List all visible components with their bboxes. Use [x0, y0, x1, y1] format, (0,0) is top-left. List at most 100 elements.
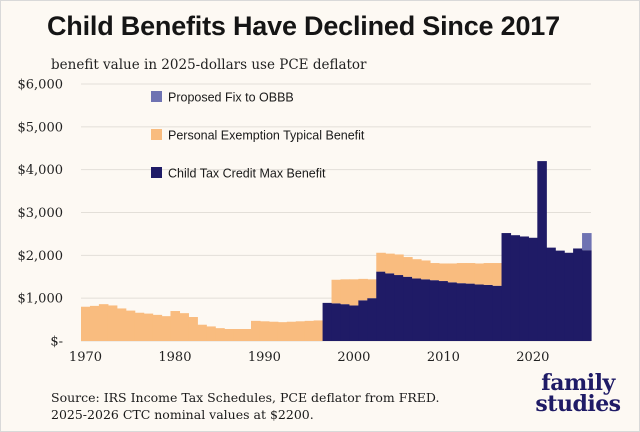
x-tick-label: 1970	[69, 350, 102, 365]
bar-ctc-2003	[376, 271, 386, 341]
bar-ctc-2010	[438, 281, 449, 341]
chart-title: Child Benefits Have Declined Since 2017	[47, 11, 560, 41]
x-tick-label: 2000	[337, 350, 370, 365]
bar-ctc-1998	[331, 303, 342, 341]
y-tick-label: $6,000	[18, 78, 64, 93]
bar-exemption-1998	[331, 279, 342, 304]
bar-ctc-2000	[349, 305, 359, 341]
logo-line-2: studies	[535, 391, 621, 417]
bar-ctc-1997	[322, 302, 333, 341]
bar-exemption-1976	[134, 312, 145, 341]
bar-ctc-2015	[483, 284, 494, 341]
bar-exemption-2010	[438, 263, 449, 282]
bar-exemption-1980	[170, 311, 181, 341]
bar-exemption-1989	[251, 320, 261, 341]
bar-exemption-2003	[376, 252, 386, 272]
bar-ctc-2025	[573, 248, 583, 341]
bar-exemption-2005	[394, 254, 404, 276]
bar-ctc-2023	[555, 250, 565, 341]
bar-ctc-2018	[510, 235, 521, 341]
y-tick-label: $5,000	[18, 120, 64, 135]
bar-exemption-1986	[224, 329, 234, 341]
bar-exemption-1993	[286, 321, 297, 341]
bar-exemption-2014	[474, 263, 485, 285]
bar-ctc-2008	[421, 279, 431, 341]
x-tick-label: 1980	[158, 350, 191, 365]
bar-ctc-2013	[465, 283, 476, 341]
bar-exemption-2008	[421, 260, 431, 280]
x-tick-label: 1990	[248, 350, 281, 365]
bar-exemption-2011	[447, 263, 458, 283]
bar-exemption-1988	[242, 329, 252, 341]
bar-exemption-1970	[81, 306, 91, 341]
bar-exemption-1979	[161, 316, 172, 341]
bar-exemption-2016	[492, 263, 503, 286]
y-axis-ticks: $- $1,000 $2,000 $3,000 $4,000 $5,000 $6,000	[18, 78, 64, 350]
bar-exemption-1977	[143, 313, 154, 341]
bar-ctc-1999	[340, 304, 351, 341]
bar-ctc-2014	[474, 284, 485, 341]
bar-ctc-2024	[564, 252, 574, 341]
bar-exemption-2000	[349, 279, 359, 306]
source-line-2: 2025-2026 CTC nominal values at $2200.	[51, 407, 314, 422]
bar-ctc-2005	[394, 275, 404, 341]
legend-label-exemption: Personal Exemption Typical Benefit	[168, 129, 365, 143]
bar-exemption-1994	[295, 321, 306, 341]
bar-exemption-2001	[358, 278, 368, 301]
family-studies-logo: family studies	[524, 370, 632, 417]
bar-exemption-1975	[125, 310, 136, 341]
x-tick-label: 2010	[427, 350, 460, 365]
bar-ctc-2022	[546, 247, 556, 341]
bar-ctc-2006	[403, 276, 413, 341]
bar-ctc-2019	[519, 236, 529, 341]
bar-ctc-2007	[412, 278, 422, 341]
bar-ctc-2002	[367, 298, 377, 341]
bar-ctc-2026	[582, 250, 592, 341]
source-note: Source: IRS Income Tax Schedules, PCE de…	[51, 389, 439, 423]
bar-exemption-1996	[313, 320, 324, 341]
legend-swatch-exemption	[151, 129, 162, 140]
bar-exemption-1978	[152, 314, 163, 341]
bar-exemption-2004	[385, 253, 395, 274]
bar-exemption-1990	[259, 321, 270, 341]
bar-exemption-2009	[429, 263, 440, 281]
bar-exemption-1983	[197, 324, 207, 341]
bar-exemption-1991	[268, 321, 279, 341]
bar-exemption-1992	[277, 322, 288, 341]
bar-ctc-2016	[492, 285, 503, 341]
bar-exemption-2013	[465, 263, 476, 284]
legend-swatch-fix	[151, 91, 162, 102]
bar-exemption-2007	[412, 259, 422, 279]
legend-label-fix: Proposed Fix to OBBB	[168, 91, 294, 105]
bar-exemption-2006	[403, 257, 413, 277]
bar-exemption-1972	[98, 304, 109, 341]
bar-exemption-1981	[179, 313, 189, 341]
bar-exemption-2015	[483, 263, 494, 285]
bar-ctc-2017	[501, 233, 512, 341]
bar-ctc-2004	[385, 273, 395, 341]
bar-exemption-1973	[107, 305, 118, 341]
x-tick-label: 2020	[516, 350, 549, 365]
bar-ctc-2012	[456, 283, 467, 341]
source-line-1: Source: IRS Income Tax Schedules, PCE de…	[51, 390, 440, 405]
legend-label-ctc: Child Tax Credit Max Benefit	[168, 167, 326, 181]
legend-swatch-ctc	[151, 167, 162, 178]
y-tick-label: $4,000	[18, 163, 64, 178]
bar-exemption-1995	[304, 320, 315, 341]
bar-ctc-2020	[528, 237, 538, 341]
bar-exemption-1999	[340, 279, 351, 305]
bar-exemption-1984	[206, 326, 216, 341]
legend: Proposed Fix to OBBB Personal Exemption T…	[151, 91, 365, 181]
bar-ctc-2011	[447, 282, 458, 341]
logo-line-1: family	[541, 370, 615, 396]
bar-exemption-1971	[89, 305, 100, 341]
bar-exemption-1987	[233, 329, 243, 341]
y-tick-label: $1,000	[18, 292, 64, 307]
x-axis-ticks: 1970 1980 1990 2000 2010 2020	[69, 350, 549, 365]
bar-exemption-1974	[116, 308, 127, 341]
bar-exemption-2002	[367, 279, 377, 299]
bar-exemption-1982	[188, 317, 198, 341]
chart-subtitle: benefit value in 2025-dollars use PCE de…	[51, 57, 367, 73]
